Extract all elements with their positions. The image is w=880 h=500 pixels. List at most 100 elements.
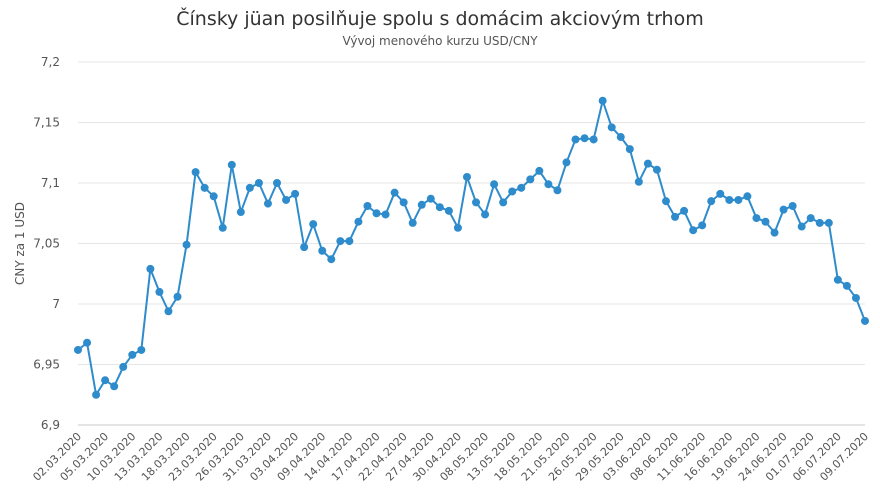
data-point xyxy=(680,206,689,215)
data-point xyxy=(806,214,815,223)
data-point xyxy=(390,188,399,197)
data-point xyxy=(571,135,580,144)
data-point xyxy=(698,221,707,230)
data-point xyxy=(200,183,209,192)
data-point xyxy=(842,281,851,290)
data-point xyxy=(309,220,318,229)
data-point xyxy=(770,228,779,237)
data-point xyxy=(580,134,589,143)
data-point xyxy=(273,179,282,187)
data-point xyxy=(128,350,137,359)
data-point xyxy=(354,217,363,226)
data-point xyxy=(716,189,725,198)
data-point xyxy=(399,198,408,207)
data-point xyxy=(363,201,372,210)
series-line xyxy=(77,99,866,396)
data-point xyxy=(526,175,535,184)
data-point xyxy=(137,345,146,354)
data-point xyxy=(408,218,417,227)
data-point xyxy=(92,390,101,399)
data-point xyxy=(110,382,119,391)
data-point xyxy=(616,133,625,142)
data-point xyxy=(191,168,200,177)
y-tick-label: 7,15 xyxy=(33,116,60,130)
data-point xyxy=(318,246,327,255)
y-tick-label: 7,05 xyxy=(33,237,60,251)
data-point xyxy=(562,158,571,167)
data-point xyxy=(426,194,435,203)
data-point xyxy=(752,214,761,223)
data-point xyxy=(74,345,82,354)
data-point xyxy=(227,160,236,169)
data-point xyxy=(779,205,788,214)
data-point xyxy=(146,264,155,273)
chart-subtitle: Vývoj menového kurzu USD/CNY xyxy=(342,34,538,48)
data-point xyxy=(734,195,743,204)
y-axis-label: CNY za 1 USD xyxy=(13,202,27,285)
data-point xyxy=(815,218,824,227)
data-point xyxy=(101,376,110,385)
data-point xyxy=(462,172,471,181)
data-point xyxy=(761,217,770,226)
data-point xyxy=(173,292,182,301)
data-point xyxy=(417,200,426,209)
data-point xyxy=(707,197,716,206)
data-point xyxy=(282,195,291,204)
data-point xyxy=(661,197,670,206)
data-point xyxy=(83,338,92,347)
data-point xyxy=(164,307,173,316)
data-point xyxy=(508,187,517,196)
data-point xyxy=(643,159,652,168)
data-point xyxy=(743,192,752,201)
data-point xyxy=(119,362,128,371)
data-point xyxy=(544,180,553,189)
data-point xyxy=(254,179,263,187)
data-point xyxy=(444,206,453,215)
data-point xyxy=(300,243,309,252)
data-point xyxy=(327,255,336,264)
data-point xyxy=(291,189,300,198)
data-point xyxy=(263,199,272,208)
data-point xyxy=(182,240,191,249)
data-point xyxy=(481,210,490,219)
data-point xyxy=(490,180,499,189)
data-point xyxy=(218,223,227,232)
data-point xyxy=(689,226,698,235)
data-point xyxy=(499,198,508,207)
y-tick-label: 6,9 xyxy=(41,418,60,432)
data-point xyxy=(598,96,607,105)
data-point xyxy=(372,209,381,218)
data-point xyxy=(851,293,860,302)
data-point xyxy=(788,201,797,210)
data-point xyxy=(725,195,734,204)
chart-title: Čínsky jüan posilňuje spolu s domácim ak… xyxy=(176,8,704,30)
data-point xyxy=(625,145,634,154)
data-point xyxy=(824,218,833,227)
data-point xyxy=(435,203,444,212)
data-point xyxy=(209,192,218,201)
y-tick-label: 7,2 xyxy=(41,55,60,69)
data-point xyxy=(671,212,680,221)
data-point xyxy=(833,275,842,284)
data-point xyxy=(336,237,345,246)
y-tick-label: 7,1 xyxy=(41,176,60,190)
data-point xyxy=(155,287,164,296)
data-point xyxy=(345,237,354,246)
data-point xyxy=(453,223,462,232)
data-point xyxy=(245,183,254,192)
data-point xyxy=(472,198,481,207)
data-point xyxy=(535,166,544,175)
data-point xyxy=(381,210,390,219)
data-point xyxy=(589,135,598,144)
data-point xyxy=(607,123,616,132)
data-point xyxy=(861,316,869,325)
y-tick-label: 7 xyxy=(52,297,60,311)
data-point xyxy=(634,177,643,186)
data-point xyxy=(652,165,661,174)
data-point xyxy=(797,222,806,231)
data-point xyxy=(236,208,245,217)
data-point xyxy=(553,186,562,195)
data-point xyxy=(517,183,526,192)
